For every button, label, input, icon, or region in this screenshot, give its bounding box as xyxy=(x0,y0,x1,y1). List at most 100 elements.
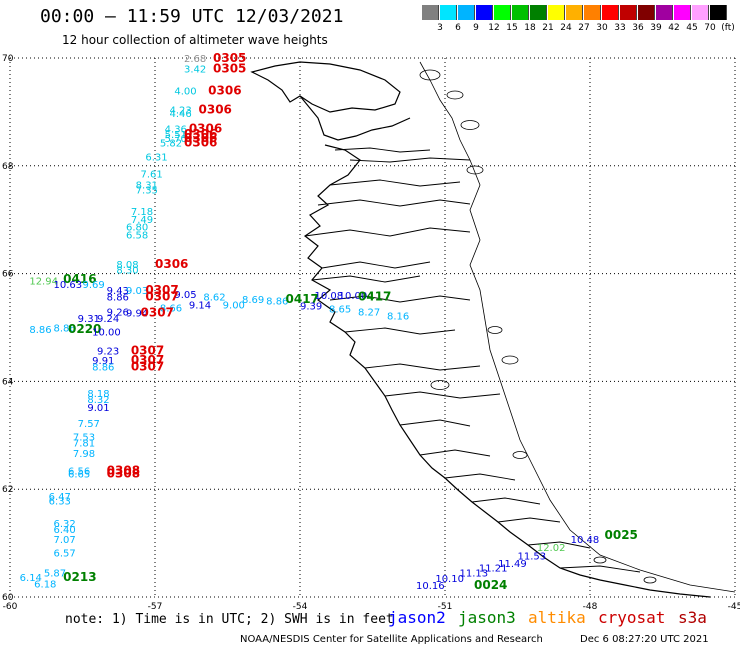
pass-time-label: 0307 xyxy=(145,290,178,304)
island xyxy=(466,165,484,175)
pass-time-label: 0306 xyxy=(208,84,241,98)
island xyxy=(446,90,464,100)
lat-tick-label: 68 xyxy=(2,162,14,172)
pass-time-label: 0416 xyxy=(63,272,96,286)
coastline-segment xyxy=(419,61,736,593)
coastline-segment xyxy=(444,473,516,481)
scale-swatch xyxy=(674,5,691,20)
lat-tick-label: 66 xyxy=(2,270,14,280)
scale-label: 18 xyxy=(524,23,536,33)
wave-height-value: 6.14 xyxy=(20,573,42,584)
scale-swatch xyxy=(692,5,709,20)
wave-height-value: 9.94 xyxy=(126,309,148,320)
pass-time-label: 0306 xyxy=(184,131,217,145)
coastline-segment xyxy=(299,95,411,141)
island xyxy=(460,120,480,130)
map-title: 00:00 – 11:59 UTC 12/03/2021 xyxy=(40,6,344,27)
island xyxy=(512,451,528,459)
wave-height-value: 8.69 xyxy=(242,295,264,306)
wave-height-value: 7.98 xyxy=(73,449,95,460)
wave-height-value: 6.57 xyxy=(54,549,76,560)
scale-label: 39 xyxy=(650,23,662,33)
coastline-segment xyxy=(527,541,591,549)
lat-tick-label: 64 xyxy=(2,377,14,387)
lon-tick-label: -48 xyxy=(583,602,598,612)
scale-swatch xyxy=(548,5,565,20)
island xyxy=(643,576,657,584)
coastline-segment xyxy=(364,363,481,371)
wave-height-value: 11.13 xyxy=(460,569,489,580)
wave-height-value: 7.81 xyxy=(73,439,95,450)
scale-swatch xyxy=(566,5,583,20)
wave-height-value: 9.26 xyxy=(107,308,129,319)
island xyxy=(501,355,519,365)
pass-time-label: 0306 xyxy=(184,127,217,141)
scale-swatch xyxy=(494,5,511,20)
wave-height-value: 2.68 xyxy=(184,54,206,65)
pass-time-label: 0024 xyxy=(474,578,507,592)
wave-height-value: 8.86 xyxy=(54,323,76,334)
pass-time-label: 0307 xyxy=(141,306,174,320)
lat-tick-label: 60 xyxy=(2,593,14,603)
pass-time-label: 0307 xyxy=(131,360,164,374)
wave-height-value: 5.87 xyxy=(44,569,66,580)
wave-height-value: 8.27 xyxy=(358,308,380,319)
wave-height-value: 8.32 xyxy=(87,395,109,406)
wave-height-value: 7.61 xyxy=(141,170,163,181)
scale-swatch xyxy=(422,5,439,20)
wave-height-value: 7.07 xyxy=(54,535,76,546)
wave-height-value: 9.69 xyxy=(83,280,105,291)
scale-label: 27 xyxy=(578,23,590,33)
wave-height-value: 12.94 xyxy=(29,276,58,287)
wave-height-value: 5.70 xyxy=(165,134,187,145)
wave-height-value: 6.56 xyxy=(68,467,90,478)
wave-height-value: 6.65 xyxy=(68,469,90,480)
scale-label: 33 xyxy=(614,23,626,33)
wave-height-value: 11.53 xyxy=(518,551,547,562)
wave-height-value: 8.86 xyxy=(107,293,129,304)
island xyxy=(430,380,450,390)
wave-height-value: 8.86 xyxy=(92,363,114,374)
pass-time-label: 0220 xyxy=(68,322,101,336)
map-subtitle: 12 hour collection of altimeter wave hei… xyxy=(62,33,328,47)
wave-height-value: 9.39 xyxy=(300,302,322,313)
pass-time-label: 0213 xyxy=(63,570,96,584)
legend-item-jason3: jason3 xyxy=(458,608,516,627)
coastline-segment xyxy=(559,565,641,573)
lon-tick-label: -60 xyxy=(3,602,18,612)
coastline-segment xyxy=(419,449,491,457)
island xyxy=(593,556,607,564)
wave-height-value: 6.31 xyxy=(145,152,167,163)
wave-height-value: 6.32 xyxy=(54,519,76,530)
scale-swatch xyxy=(440,5,457,20)
scale-swatch xyxy=(584,5,601,20)
pass-time-label: 0307 xyxy=(145,283,178,297)
wave-height-value: 7.53 xyxy=(73,433,95,444)
scale-label: 45 xyxy=(686,23,698,33)
scale-label: (ft) xyxy=(721,23,735,33)
wave-height-value: 10.00 xyxy=(339,291,368,302)
pass-time-label: 0307 xyxy=(131,353,164,367)
wave-height-value: 8.16 xyxy=(387,311,409,322)
pass-time-label: 0305 xyxy=(213,51,246,65)
wave-height-value: 10.16 xyxy=(416,581,445,592)
scale-swatch xyxy=(530,5,547,20)
wave-height-value: 10.48 xyxy=(571,535,600,546)
coastline-segment xyxy=(250,61,401,113)
coastline-segment xyxy=(344,327,456,335)
wave-height-value: 4.36 xyxy=(165,124,187,135)
legend-item-jason2: jason2 xyxy=(388,608,446,627)
lat-tick-label: 62 xyxy=(2,485,13,495)
wave-height-value: 5.82 xyxy=(160,138,182,149)
wave-height-value: 8.08 xyxy=(116,260,138,271)
wave-height-value: 6.47 xyxy=(49,492,71,503)
wave-height-value: 9.05 xyxy=(174,290,196,301)
scale-label: 9 xyxy=(473,23,479,33)
coastline-segment xyxy=(384,391,501,399)
wave-height-value: 9.23 xyxy=(97,346,119,357)
wave-height-value: 3.42 xyxy=(184,65,206,76)
wave-height-value: 6.33 xyxy=(49,496,71,507)
wave-height-value: 7.35 xyxy=(136,185,158,196)
coastline-segment xyxy=(317,199,471,207)
